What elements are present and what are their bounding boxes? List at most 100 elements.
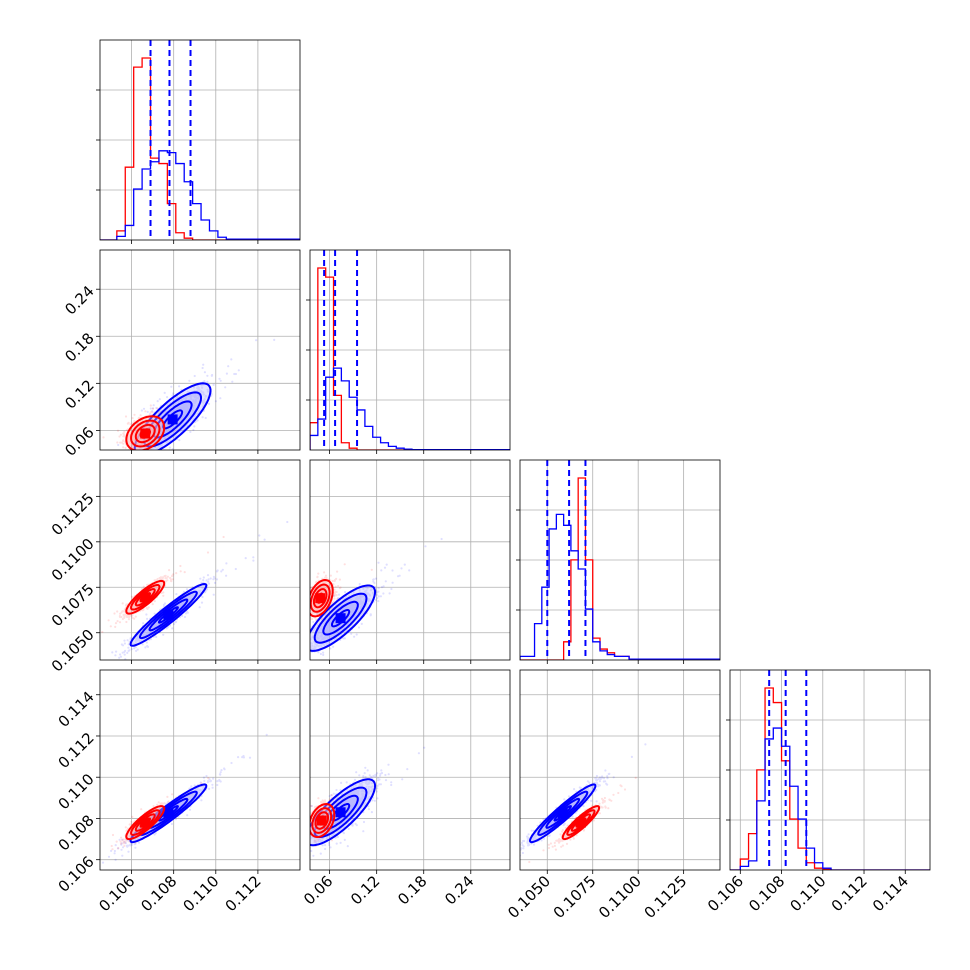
scatter-point [148, 631, 151, 635]
scatter-point [129, 441, 132, 444]
scatter-point [242, 756, 245, 759]
scatter-point [113, 852, 116, 855]
scatter-point [193, 401, 197, 405]
scatter-point [190, 793, 193, 796]
scatter-point [156, 585, 159, 588]
scatter-point [140, 452, 142, 454]
scatter-point [211, 373, 214, 377]
scatter-point [144, 646, 147, 649]
scatter-point [175, 620, 178, 624]
scatter-point [116, 429, 120, 432]
scatter-point [192, 593, 195, 597]
scatter-point [209, 779, 212, 783]
scatter-point [225, 562, 228, 565]
scatter-point [118, 615, 121, 618]
scatter-point [129, 638, 132, 641]
scatter-point [192, 594, 195, 597]
scatter-point [192, 404, 195, 407]
scatter-point [186, 796, 189, 799]
scatter-point [181, 614, 184, 618]
scatter-point [97, 670, 99, 672]
scatter-point [201, 386, 204, 389]
scatter-point [122, 446, 125, 449]
scatter-point [140, 808, 143, 811]
scatter-point [127, 618, 130, 621]
scatter-point [127, 441, 130, 444]
scatter-point [171, 448, 174, 450]
scatter-point [127, 435, 130, 438]
scatter-point [198, 606, 201, 609]
scatter-point [130, 614, 133, 617]
scatter-point [202, 391, 205, 394]
scatter-point [128, 615, 131, 618]
scatter-point [194, 395, 197, 398]
scatter-point [155, 439, 158, 442]
scatter-point [160, 581, 163, 584]
scatter-point [124, 415, 128, 418]
scatter-point [97, 628, 99, 630]
scatter-point [149, 404, 152, 407]
scatter-point [196, 787, 199, 791]
scatter-point [171, 627, 174, 630]
scatter-point [231, 380, 234, 383]
scatter-point [146, 632, 149, 636]
scatter-point [147, 606, 150, 609]
scatter-point [188, 598, 191, 602]
scatter-point [171, 574, 174, 577]
scatter-point [123, 613, 126, 617]
scatter-point [219, 780, 222, 783]
scatter-point [126, 844, 129, 847]
scatter-point [207, 578, 210, 581]
histogram-red [730, 687, 930, 870]
joint-content [75, 520, 289, 685]
scatter-point [187, 395, 190, 398]
scatter-point [230, 761, 233, 765]
scatter-point [199, 788, 202, 792]
scatter-point [161, 577, 164, 581]
scatter-point [161, 802, 164, 805]
scatter-point [125, 615, 128, 619]
scatter-point [221, 568, 224, 571]
scatter-point [163, 602, 167, 605]
scatter-point [134, 451, 136, 453]
scatter-point [149, 411, 152, 414]
scatter-point [153, 423, 156, 426]
scatter-point [162, 605, 166, 608]
scatter-point [132, 432, 136, 435]
scatter-point [142, 466, 144, 468]
scatter-point [206, 574, 210, 577]
scatter-point [192, 400, 195, 403]
density-peak-red [140, 592, 151, 603]
scatter-point [132, 605, 135, 608]
scatter-point [188, 794, 191, 797]
scatter-point [119, 612, 122, 615]
scatter-point [146, 441, 149, 444]
scatter-point [145, 641, 148, 644]
scatter-point [139, 454, 141, 456]
scatter-point [188, 414, 192, 417]
scatter-point [169, 578, 173, 581]
scatter-point [116, 610, 119, 613]
scatter-point [164, 574, 167, 578]
scatter-point [220, 570, 223, 573]
scatter-point [137, 416, 141, 419]
scatter-point [156, 400, 159, 403]
scatter-point [127, 646, 130, 649]
scatter-point [244, 557, 247, 560]
scatter-point [195, 788, 198, 791]
scatter-point [154, 586, 157, 589]
scatter-point [190, 596, 193, 599]
scatter-point [101, 861, 105, 864]
scatter-point [136, 638, 139, 641]
scatter-point [75, 683, 77, 685]
scatter-point [136, 451, 138, 453]
scatter-point [190, 596, 193, 599]
scatter-point [154, 579, 158, 582]
scatter-point [178, 399, 181, 402]
scatter-point [197, 384, 200, 387]
scatter-point [159, 583, 162, 586]
scatter-point [192, 409, 195, 412]
scatter-point [156, 586, 159, 589]
scatter-point [122, 432, 125, 435]
scatter-point [182, 397, 185, 400]
